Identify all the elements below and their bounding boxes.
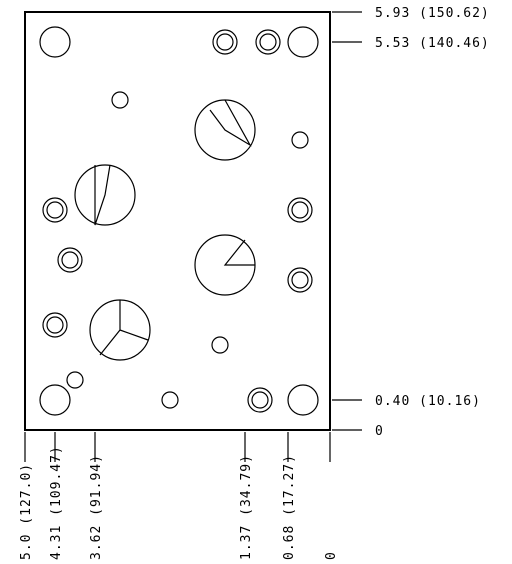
v-dim-label-5: 0 — [324, 551, 339, 560]
hole-10-inner — [62, 252, 78, 268]
h-dim-label-0: 5.93 (150.62) — [375, 6, 490, 21]
engineering-drawing: 5.93 (150.62) 5.53 (140.46) 0.40 (10.16) 0 5… — [0, 0, 512, 564]
v-dim-label-1: 4.31 (109.47) — [49, 445, 64, 560]
v-dim-label-0: 5.0 (127.0) — [19, 463, 34, 560]
plate-outline — [25, 12, 330, 430]
h-dim-label-3: 0 — [375, 424, 384, 439]
v-dim-label-3: 1.37 (34.79) — [239, 454, 254, 560]
hole-0 — [40, 27, 70, 57]
v-dim-label-2: 3.62 (91.94) — [89, 454, 104, 560]
hole-9-inner — [292, 202, 308, 218]
hole-1-inner — [217, 34, 233, 50]
h-dim-label-2: 0.40 (10.16) — [375, 394, 481, 409]
hole-20 — [288, 385, 318, 415]
h-dim-label-1: 5.53 (140.46) — [375, 36, 490, 51]
hole-6 — [292, 132, 308, 148]
hole-15 — [212, 337, 228, 353]
hole-16 — [67, 372, 83, 388]
hole-19-inner — [252, 392, 268, 408]
v-dim-label-4: 0.68 (17.27) — [282, 454, 297, 560]
hole-18 — [162, 392, 178, 408]
hole-7-marks — [95, 165, 110, 225]
hole-12-inner — [292, 272, 308, 288]
hole-17 — [40, 385, 70, 415]
hole-8-inner — [47, 202, 63, 218]
hole-11-marks — [225, 240, 255, 265]
hole-2-inner — [260, 34, 276, 50]
hole-4 — [112, 92, 128, 108]
hole-14-inner — [47, 317, 63, 333]
hole-3 — [288, 27, 318, 57]
